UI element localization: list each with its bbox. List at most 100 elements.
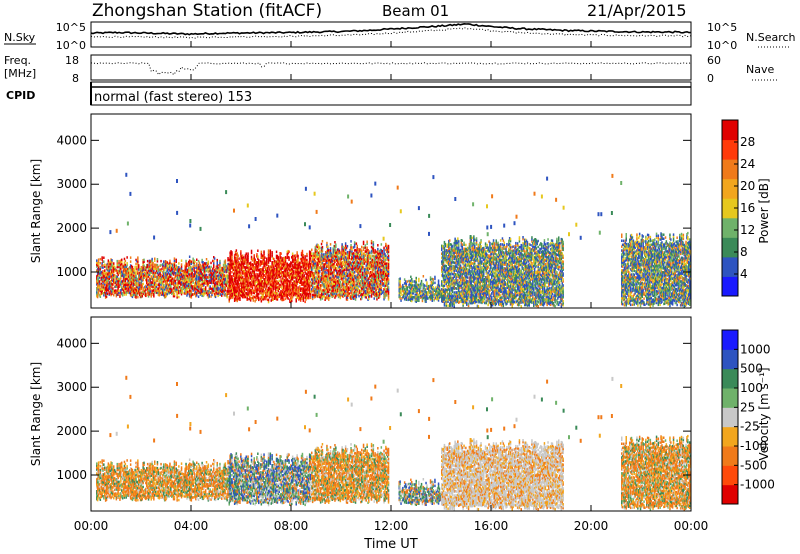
power-cell-236 (111, 259, 112, 262)
power-cell-3935 (340, 281, 341, 284)
power-cell-3486 (318, 287, 319, 290)
power-cell-2070 (240, 250, 241, 253)
power-cell-68 (100, 258, 101, 261)
power-cell-323 (119, 295, 120, 298)
power-cell-4513 (366, 241, 367, 244)
power-cell-3517 (319, 247, 320, 250)
power-cell-4792 (381, 287, 382, 290)
power-cell-2761 (279, 284, 280, 287)
power-cell-4797 (381, 269, 382, 272)
power-cell-2787 (280, 256, 281, 259)
power-cell-3828 (334, 265, 335, 268)
power-cell-4414 (362, 272, 363, 275)
power-cell-2262 (251, 250, 252, 253)
power-cell-809 (154, 279, 155, 282)
power-cell-2005 (237, 252, 238, 255)
power-cell-649 (142, 287, 143, 290)
power-cell-114 (103, 260, 104, 263)
power-cell-4939 (388, 286, 389, 289)
power-cell-481 (130, 256, 131, 259)
power-cell-2170 (246, 253, 247, 256)
power-cell-4719 (377, 285, 378, 288)
power-cell-4542 (368, 278, 369, 281)
power-cell-1676 (217, 287, 218, 290)
power-cell-888 (160, 264, 161, 267)
power-cell-816 (154, 258, 155, 261)
power-cell-4854 (383, 247, 384, 250)
power-cell-1462 (201, 273, 202, 276)
power-cell-2021 (237, 255, 238, 258)
power-cell-1888 (231, 275, 232, 278)
power-cell-3867 (336, 267, 337, 270)
power-heatmap (96, 173, 691, 308)
power-cell-1279 (189, 273, 190, 276)
power-cell-1064 (174, 293, 175, 296)
power-cell-1321 (192, 268, 193, 271)
power-cell-4195 (351, 246, 352, 249)
power-cell-1099 (176, 259, 177, 262)
power-cell-636 (142, 295, 143, 298)
noise-right-tick-top: 10^5 (707, 21, 737, 34)
power-cell-1384 (196, 262, 197, 265)
power-cell-759 (151, 275, 152, 278)
power-cell-3509 (319, 270, 320, 273)
power-cell-1385 (196, 259, 197, 262)
power-cell-4330 (357, 248, 358, 251)
power-cell-792 (152, 262, 153, 265)
power-cell-981 (167, 261, 168, 264)
power-cell-4552 (369, 295, 370, 298)
power-cell-4145 (349, 271, 350, 274)
power-cell-709 (147, 264, 148, 267)
cpid-text: normal (fast stereo) 153 (94, 90, 252, 105)
power-cell-1600 (212, 285, 213, 288)
power-cell-4942 (388, 278, 389, 281)
power-cell-4313 (357, 245, 358, 248)
power-cell-3572 (322, 240, 323, 243)
power-cell-2063 (240, 272, 241, 275)
power-cell-1550 (208, 261, 209, 264)
cpid-label: CPID (6, 89, 35, 102)
nave-tick-bottom: 0 (707, 72, 714, 85)
power-cell-1525 (206, 274, 207, 277)
power-cell-4735 (377, 248, 378, 251)
power-cell-3085 (296, 251, 297, 254)
power-cell-2505 (265, 276, 266, 279)
power-cell-3236 (304, 255, 305, 258)
power-cell-928 (163, 260, 164, 263)
power-cell-557 (135, 271, 136, 274)
power-cell-2495 (264, 257, 265, 260)
power-cell-584 (137, 256, 138, 259)
power-cell-3684 (327, 245, 328, 248)
power-cell-900 (161, 268, 162, 271)
power-cell-849 (157, 258, 158, 261)
power-cell-3013 (293, 270, 294, 273)
power-cell-3352 (311, 249, 312, 252)
power-cell-775 (151, 258, 152, 261)
power-cell-1889 (231, 271, 232, 274)
power-cell-1357 (194, 261, 195, 264)
power-cell-4403 (361, 246, 362, 249)
power-cell-3740 (330, 243, 331, 246)
power-cell-247 (113, 294, 114, 297)
station-title: Zhongshan Station (fitACF) (92, 1, 322, 21)
power-cell-4171 (350, 244, 351, 247)
power-cell-3571 (322, 246, 323, 249)
power-cell-1245 (186, 263, 187, 266)
power-cell-2330 (255, 273, 256, 276)
power-cell-1985 (236, 249, 237, 252)
power-cell-46 (98, 258, 99, 261)
power-cell-4402 (361, 250, 362, 253)
power-cell-2743 (278, 256, 279, 259)
power-cell-4470 (365, 254, 366, 257)
noise-panel: N.Sky 10^5 10^0 10^5 10^0 N.Search (4, 21, 796, 52)
power-cell-4678 (374, 249, 375, 252)
power-cell-860 (158, 266, 159, 269)
power-cell-2762 (279, 276, 280, 279)
power-cell-1912 (232, 261, 233, 264)
power-cell-4601 (371, 240, 372, 243)
power-cell-4736 (377, 244, 378, 247)
nave-label: Nave (746, 63, 774, 76)
power-cell-2350 (256, 253, 257, 256)
power-cell-3515 (319, 254, 320, 257)
power-cell-4953 (388, 255, 389, 258)
